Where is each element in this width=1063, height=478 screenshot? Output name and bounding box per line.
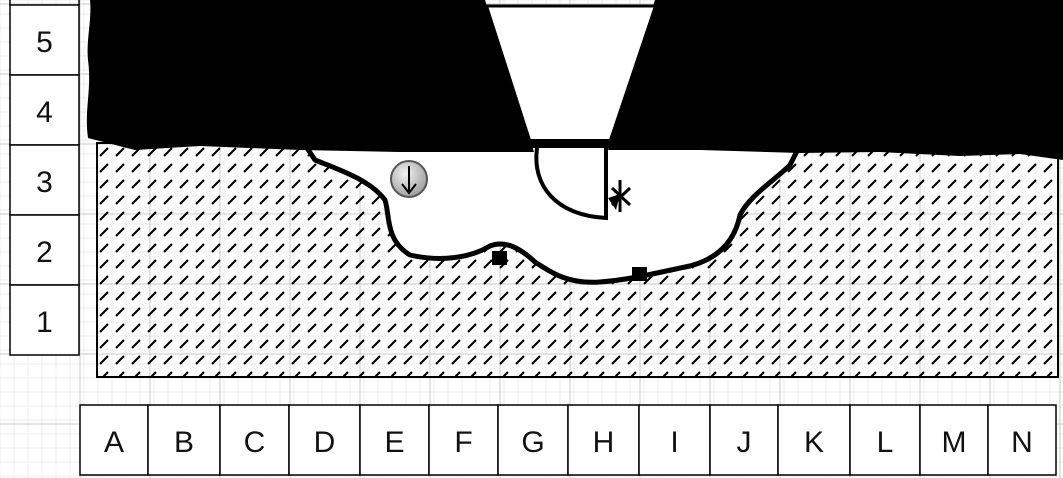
column-label-text: E [384, 426, 404, 459]
column-label-E: E [359, 404, 430, 476]
column-label-N: N [987, 404, 1057, 476]
row-label-5: 5 [9, 4, 80, 76]
column-label-text: N [1011, 426, 1033, 459]
column-label-text: G [521, 426, 544, 459]
row-label-2: 2 [9, 214, 80, 286]
column-label-text: F [454, 426, 472, 459]
column-label-text: D [314, 426, 336, 459]
column-label-text: H [593, 426, 615, 459]
column-label-text: C [244, 426, 266, 459]
row-label-text: 5 [36, 26, 53, 59]
column-label-text: B [174, 426, 194, 459]
column-label-D: D [288, 404, 361, 476]
square-marker-icon[interactable] [632, 267, 647, 281]
row-label-text: 1 [36, 306, 53, 339]
column-label-text: J [737, 426, 752, 459]
column-labels: A B C D E F G H I J K L M N [79, 404, 1057, 476]
column-label-text: L [877, 426, 894, 459]
row-label-text: 3 [36, 166, 53, 199]
square-marker-icon[interactable] [492, 251, 507, 265]
cavity-area [302, 142, 803, 285]
column-label-I: I [638, 404, 711, 476]
column-label-B: B [147, 404, 221, 476]
row-label-text: 2 [36, 236, 53, 269]
row-labels: 5 4 3 2 1 [9, 0, 80, 356]
column-label-G: G [497, 404, 569, 476]
column-label-L: L [849, 404, 921, 476]
crossed-arrow-icon[interactable] [608, 180, 632, 212]
column-label-text: I [670, 426, 678, 459]
column-label-K: K [777, 404, 851, 476]
row-label-1: 1 [9, 284, 80, 356]
column-label-M: M [919, 404, 989, 476]
black-mass-right [608, 0, 1063, 160]
circled-down-arrow-icon[interactable] [390, 160, 428, 198]
row-label-4: 4 [9, 74, 80, 146]
row-label-3: 3 [9, 144, 80, 216]
column-label-A: A [79, 404, 149, 476]
column-label-C: C [219, 404, 290, 476]
half-circle-chamber [534, 147, 608, 221]
column-label-F: F [428, 404, 499, 476]
column-label-text: A [104, 426, 124, 459]
column-label-text: M [942, 426, 967, 459]
column-label-J: J [709, 404, 779, 476]
column-label-H: H [567, 404, 640, 476]
row-label-text: 4 [36, 96, 53, 129]
column-label-text: K [804, 426, 824, 459]
black-mass-left [86, 0, 534, 152]
